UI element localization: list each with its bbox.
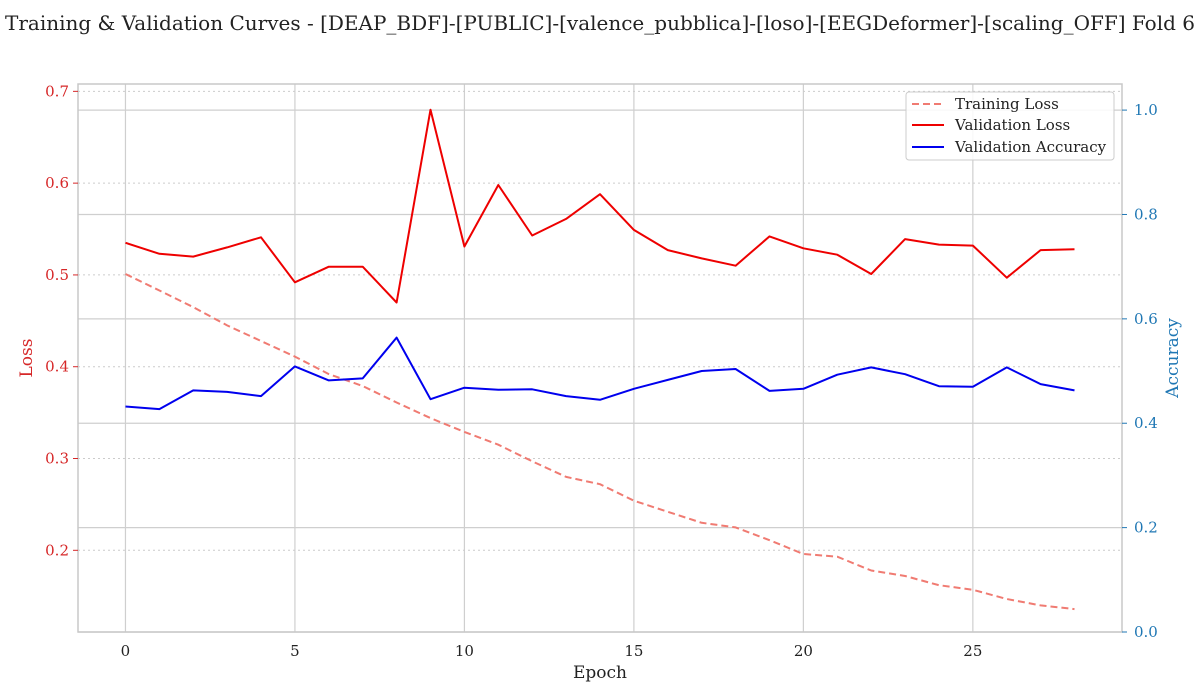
validation-accuracy-line	[125, 336, 1075, 411]
training-loss-line	[125, 273, 1075, 611]
y-right-tick-label: 0.6	[1134, 310, 1158, 328]
y-left-tick-label: 0.5	[45, 266, 69, 284]
x-tick-label: 15	[624, 642, 643, 660]
y-axis-right-label: Accuracy	[1163, 318, 1183, 399]
x-tick-label: 20	[794, 642, 813, 660]
y-left-tick-label: 0.7	[45, 82, 69, 100]
y-left-tick-label: 0.3	[45, 450, 69, 468]
y-right-tick-label: 0.4	[1134, 414, 1158, 432]
plot-frame	[77, 83, 1123, 633]
x-tick-label: 10	[455, 642, 474, 660]
y-right-tick-label: 0.2	[1134, 519, 1158, 537]
y-left-tick-label: 0.2	[45, 541, 69, 559]
legend: Training Loss Validation Loss Validation…	[905, 91, 1115, 161]
y-left-tick-label: 0.6	[45, 174, 69, 192]
legend-box	[905, 91, 1115, 161]
axis-ticks: 0 5 10 15 20 25 0.2 0.3 0.4 0.5 0.6 0.7 0.0 0.2 0.4 0.6…	[45, 82, 1158, 660]
legend-label-validation-loss: Validation Loss	[954, 116, 1070, 134]
legend-label-validation-accuracy: Validation Accuracy	[954, 138, 1107, 156]
legend-label-training-loss: Training Loss	[955, 95, 1059, 113]
grid	[78, 84, 1122, 633]
x-tick-label: 0	[121, 642, 131, 660]
y-right-tick-label: 0.0	[1134, 623, 1158, 641]
x-axis-label: Epoch	[573, 663, 627, 683]
y-axis-left-label: Loss	[17, 339, 37, 378]
y-right-tick-label: 0.8	[1134, 205, 1158, 223]
x-tick-label: 5	[290, 642, 300, 660]
x-tick-label: 25	[963, 642, 982, 660]
y-right-tick-label: 1.0	[1134, 101, 1158, 119]
validation-loss-line	[125, 108, 1075, 304]
y-left-tick-label: 0.4	[45, 358, 69, 376]
plot-lines	[125, 108, 1075, 611]
chart-title: Training & Validation Curves - [DEAP_BDF…	[5, 11, 1195, 35]
